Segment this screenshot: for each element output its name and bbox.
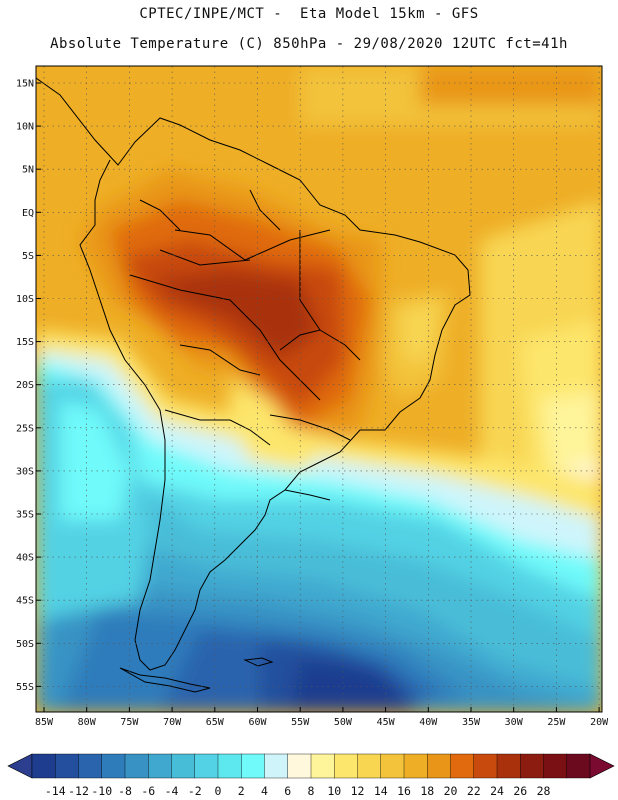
lon-tick-label: 20W xyxy=(590,717,609,728)
colorbar-label: -2 xyxy=(188,784,202,798)
colorbar-label: -12 xyxy=(68,784,89,798)
colorbar-swatch xyxy=(403,753,428,779)
lon-tick-label: 70W xyxy=(163,717,182,728)
colorbar-label: 14 xyxy=(374,784,388,798)
colorbar-label: -4 xyxy=(165,784,179,798)
colorbar-label: 24 xyxy=(490,784,504,798)
colorbar-swatch xyxy=(427,753,451,779)
colorbar-label: 8 xyxy=(308,784,315,798)
lat-tick-label: 30S xyxy=(16,466,34,477)
colorbar-label: -10 xyxy=(91,784,112,798)
colorbar-swatch xyxy=(380,753,405,779)
colorbar-swatch xyxy=(148,753,172,779)
colorbar-label: -6 xyxy=(141,784,155,798)
lat-tick-label: 10S xyxy=(16,294,34,305)
colorbar-swatch xyxy=(194,753,219,779)
lon-tick-label: 75W xyxy=(120,717,139,728)
lon-tick-label: 45W xyxy=(377,717,396,728)
colorbar-label: 26 xyxy=(513,784,527,798)
colorbar-label: 12 xyxy=(351,784,365,798)
colorbar-label: 22 xyxy=(467,784,481,798)
colorbar-swatch xyxy=(78,753,103,779)
lat-tick-label: 5N xyxy=(22,165,34,176)
colorbar-swatch xyxy=(566,753,591,779)
colorbar-label: 4 xyxy=(261,784,268,798)
colorbar-swatch xyxy=(496,753,521,779)
colorbar-swatch xyxy=(310,753,335,779)
lat-tick-label: 15N xyxy=(16,79,34,90)
lat-tick-label: 45S xyxy=(16,596,34,607)
colorbar-swatch xyxy=(543,753,568,779)
colorbar-label: -14 xyxy=(45,784,66,798)
colorbar-label: 10 xyxy=(327,784,341,798)
lat-tick-label: EQ xyxy=(22,208,34,219)
colorbar-label: 0 xyxy=(215,784,222,798)
lat-tick-label: 40S xyxy=(16,553,34,564)
lat-tick-label: 10N xyxy=(16,122,34,133)
lon-tick-label: 50W xyxy=(334,717,353,728)
lat-tick-label: 25S xyxy=(16,423,34,434)
colorbar-swatch xyxy=(124,753,149,779)
colorbar-swatch xyxy=(55,753,79,779)
colorbar-swatch xyxy=(357,753,382,779)
colorbar-swatch xyxy=(264,753,289,779)
colorbar-swatch xyxy=(287,753,312,779)
colorbar-swatch xyxy=(217,753,242,779)
colorbar-label: 16 xyxy=(397,784,411,798)
lat-tick-label: 55S xyxy=(16,682,34,693)
lon-tick-label: 65W xyxy=(206,717,225,728)
lon-tick-label: 30W xyxy=(505,717,524,728)
colorbar-swatch xyxy=(450,753,475,779)
lon-tick-label: 55W xyxy=(291,717,310,728)
colorbar-label: 6 xyxy=(284,784,291,798)
lon-tick-label: 40W xyxy=(419,717,438,728)
colorbar-label: 28 xyxy=(537,784,551,798)
lon-tick-label: 80W xyxy=(78,717,97,728)
colorbar-swatch xyxy=(473,753,498,779)
colorbar-label: -8 xyxy=(118,784,132,798)
lon-tick-label: 35W xyxy=(462,717,481,728)
map-frame xyxy=(35,65,603,713)
colorbar-swatch xyxy=(241,753,265,779)
lat-tick-label: 50S xyxy=(16,639,34,650)
colorbar-label: 2 xyxy=(238,784,245,798)
header-title-line1: CPTEC/INPE/MCT - Eta Model 15km - GFS xyxy=(139,6,479,22)
colorbar-swatch xyxy=(520,753,544,779)
lat-tick-label: 15S xyxy=(16,337,34,348)
colorbar-low-arrow xyxy=(7,753,33,779)
colorbar-label: 20 xyxy=(444,784,458,798)
coastlines xyxy=(36,77,471,693)
colorbar-high-arrow xyxy=(589,753,615,779)
lat-tick-label: 20S xyxy=(16,380,34,391)
colorbar-swatch xyxy=(31,753,56,779)
longitude-axis: 85W 80W 75W 70W 65W 60W 55W 50W 45W 40W 35W 30W 25W 2… xyxy=(35,707,609,728)
lon-tick-label: 85W xyxy=(35,717,54,728)
colorbar-swatch xyxy=(171,753,196,779)
colorbar-label: 18 xyxy=(420,784,434,798)
lat-tick-label: 35S xyxy=(16,510,34,521)
colorbar-swatch xyxy=(101,753,126,779)
grid-lines xyxy=(36,66,602,712)
colorbar: -14 -12 -10 -8 -6 -4 -2 0 2 4 6 8 10 12 14 16 18 20 22 24 26… xyxy=(7,753,615,798)
header-title-line2: Absolute Temperature (C) 850hPa - 29/08/… xyxy=(50,36,568,52)
lon-tick-label: 25W xyxy=(547,717,566,728)
latitude-axis: 15N 10N 5N EQ 5S 10S 15S 20S 25S 30S 35S 40S 45S 50S 5… xyxy=(16,79,41,693)
lon-tick-label: 60W xyxy=(248,717,267,728)
lat-tick-label: 5S xyxy=(22,251,34,262)
temperature-field xyxy=(36,66,602,712)
colorbar-swatch xyxy=(334,753,358,779)
